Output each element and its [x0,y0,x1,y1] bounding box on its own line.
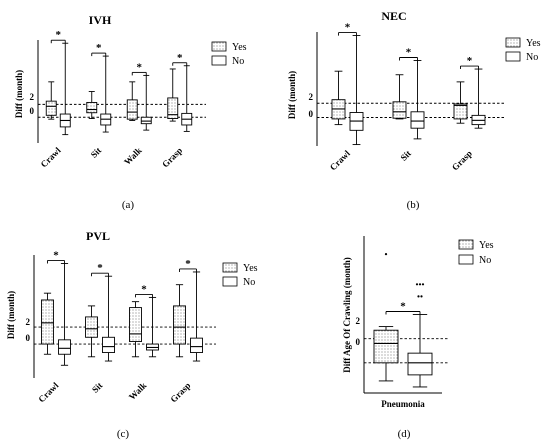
x-category-label: Walk [122,145,144,167]
x-category-label: Grasp [168,380,192,404]
y-tick-label: 2 [356,316,361,326]
legend-swatch-yes [211,41,227,52]
legend-swatch-yes [458,239,474,250]
significance-star: * [345,22,351,34]
legend-label-yes: Yes [243,263,258,274]
significance-star: * [467,55,473,67]
box-yes [129,307,142,342]
significance-star: * [185,258,191,270]
significance-star: * [406,47,412,59]
y-axis-label: Diff Age Of Crawling (month) [342,257,352,373]
y-axis-label: Diff (month) [14,70,24,118]
box-no [102,336,115,354]
x-category-label: Crawl [39,145,63,169]
y-tick-label: 2 [26,317,31,327]
y-tick-label: 0 [309,109,314,119]
x-category-label: Sit [398,148,413,163]
y-tick-label: 0 [356,337,361,347]
legend: Yes No [222,262,258,288]
panel-label: (a) [122,199,135,211]
legend-label-yes: Yes [232,42,247,53]
significance-star: * [53,249,59,261]
outlier-point [421,283,425,286]
x-category-label: Sit [89,145,104,160]
legend-swatch-no [222,276,238,287]
box-yes [85,316,98,338]
legend: Yes No [458,239,494,266]
outlier-point [417,295,420,298]
significance-star: * [137,61,143,73]
outlier-point [415,283,419,286]
panel-label: (c) [117,428,130,440]
box-no [58,339,71,355]
legend-swatch-no [211,55,227,66]
box-yes [392,101,407,119]
y-tick-label: 2 [30,92,35,102]
panel-ivh: IVH Diff (month) 2 0 * Crawl * Sit * Walk * Gra… [14,13,247,211]
y-tick-label: 0 [30,106,35,116]
outlier-point [420,295,423,298]
panel-pvl: PVL Diff (month) 2 0 * Crawl * Sit * Walk * Gra… [6,229,258,440]
chart-title: IVH [89,13,112,27]
significance-star: * [97,262,103,274]
legend-label-no: No [526,52,538,63]
legend-label-no: No [232,56,244,67]
legend-swatch-no [458,254,474,265]
x-category-label: Grasp [160,145,184,169]
chart-title: NEC [381,9,406,23]
outlier-point [384,253,388,256]
x-category-label: Grasp [450,148,474,172]
legend-swatch-yes [505,37,521,48]
legend-label-yes: Yes [479,240,494,251]
panel-label: (b) [407,199,420,211]
significance-star: * [141,283,147,295]
box-yes [173,305,186,345]
legend-swatch-no [505,51,521,62]
box-yes [45,100,57,116]
significance-star: * [400,301,406,313]
box-yes [41,299,54,345]
box-yes [86,101,98,114]
chart-title: PVL [86,229,110,243]
panel-pneumonia: Diff Age Of Crawling (month) 2 0 * Pneumo… [342,236,494,440]
panel-label: (d) [398,428,411,440]
box-no [140,116,152,125]
x-category-label: Walk [127,380,149,402]
legend-swatch-yes [222,262,238,273]
panel-nec: NEC Diff (month) 2 0 * Crawl * Sit * Grasp Ye… [287,9,541,211]
x-category-label: Crawl [328,148,352,172]
box-yes [453,103,468,120]
box-no [410,111,425,129]
y-axis-label: Diff (month) [287,71,297,119]
box-no [190,337,203,354]
x-category-label: Sit [90,380,105,395]
legend: Yes No [211,41,247,67]
x-category-label: Pneumonia [381,399,425,409]
significance-star: * [177,52,183,64]
box-yes [126,99,138,120]
legend-label-no: No [243,277,255,288]
significance-star: * [56,29,62,41]
x-category-label: Crawl [36,380,60,404]
box-yes [167,97,179,119]
legend-label-yes: Yes [526,38,541,49]
y-axis-label: Diff (month) [6,291,16,339]
legend-label-no: No [479,255,491,266]
y-tick-label: 2 [309,92,314,102]
significance-star: * [96,42,102,54]
legend: Yes No [505,37,541,63]
box-yes [373,329,399,364]
y-tick-label: 0 [26,333,31,343]
box-no [407,352,433,376]
outlier-point [418,283,422,286]
